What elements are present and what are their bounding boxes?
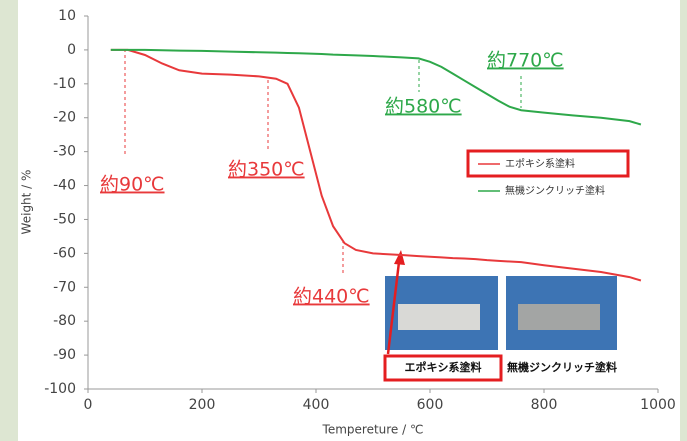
arrow-head xyxy=(394,250,405,265)
y-tick-label: -90 xyxy=(53,347,76,363)
series-line xyxy=(110,48,642,126)
annotation: 約770℃ xyxy=(487,50,564,72)
annotation: 約580℃ xyxy=(385,96,462,118)
y-tick-label: -30 xyxy=(53,144,76,160)
photo-caption: 無機ジンクリッチ塗料 xyxy=(507,360,617,374)
annotation: 約350℃ xyxy=(228,159,305,181)
arrow xyxy=(386,261,401,355)
y-tick-label: -50 xyxy=(53,211,76,227)
y-tick-label: 0 xyxy=(67,42,76,58)
x-tick-label: 0 xyxy=(84,397,93,413)
x-tick-label: 800 xyxy=(531,397,558,413)
legend-label: 無機ジンクリッチ塗料 xyxy=(505,184,605,197)
y-tick-label: -20 xyxy=(53,110,76,126)
x-tick-label: 200 xyxy=(189,397,216,413)
highlight-box xyxy=(466,149,630,178)
y-tick-label: -10 xyxy=(53,76,76,92)
y-tick-label: -60 xyxy=(53,245,76,261)
photo-sample xyxy=(398,304,480,330)
x-tick-label: 400 xyxy=(303,397,330,413)
photo-caption: エポキシ系塗料 xyxy=(405,360,482,374)
annotation: 約90℃ xyxy=(100,174,165,196)
y-tick-label: 10 xyxy=(58,8,76,24)
series-line xyxy=(110,48,642,282)
x-axis-label: Tempereture / ℃ xyxy=(322,423,424,437)
x-tick-label: 600 xyxy=(417,397,444,413)
y-tick-label: -100 xyxy=(44,381,76,397)
photo-sample xyxy=(518,304,600,330)
legend-label: エポキシ系塗料 xyxy=(505,157,575,170)
highlight-box xyxy=(383,354,503,382)
y-tick-label: -40 xyxy=(53,178,76,194)
y-tick-label: -80 xyxy=(53,313,76,329)
y-axis-label: Weight / % xyxy=(20,170,34,235)
x-tick-label: 1000 xyxy=(640,397,676,413)
annotation: 約440℃ xyxy=(293,286,370,308)
y-tick-label: -70 xyxy=(53,279,76,295)
panel xyxy=(18,0,680,441)
guides xyxy=(124,49,522,275)
